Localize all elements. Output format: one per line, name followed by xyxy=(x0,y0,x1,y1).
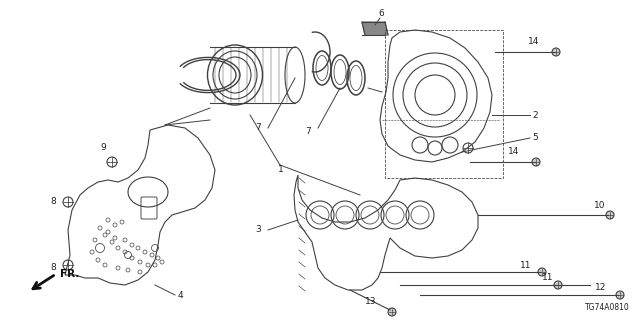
Text: 9: 9 xyxy=(100,143,106,153)
Text: 4: 4 xyxy=(178,291,184,300)
Text: 14: 14 xyxy=(508,148,520,156)
Text: 7: 7 xyxy=(305,127,311,137)
Text: 7: 7 xyxy=(255,124,260,132)
Text: 2: 2 xyxy=(532,110,538,119)
Text: 5: 5 xyxy=(532,133,538,142)
Circle shape xyxy=(554,281,562,289)
Text: 8: 8 xyxy=(50,197,56,206)
Circle shape xyxy=(538,268,546,276)
Circle shape xyxy=(552,48,560,56)
Circle shape xyxy=(616,291,624,299)
Text: 13: 13 xyxy=(365,298,376,307)
Text: 3: 3 xyxy=(255,226,260,235)
Text: 11: 11 xyxy=(542,274,554,283)
Text: 8: 8 xyxy=(50,263,56,273)
Text: 10: 10 xyxy=(594,201,605,210)
Circle shape xyxy=(388,308,396,316)
Circle shape xyxy=(606,211,614,219)
Circle shape xyxy=(532,158,540,166)
Polygon shape xyxy=(362,22,388,35)
Text: 11: 11 xyxy=(520,260,531,269)
Text: 1: 1 xyxy=(278,165,284,174)
Text: FR.: FR. xyxy=(60,269,79,279)
Text: 12: 12 xyxy=(595,284,606,292)
Text: TG74A0810: TG74A0810 xyxy=(585,303,630,312)
Text: 6: 6 xyxy=(378,10,384,19)
Text: 14: 14 xyxy=(528,37,540,46)
